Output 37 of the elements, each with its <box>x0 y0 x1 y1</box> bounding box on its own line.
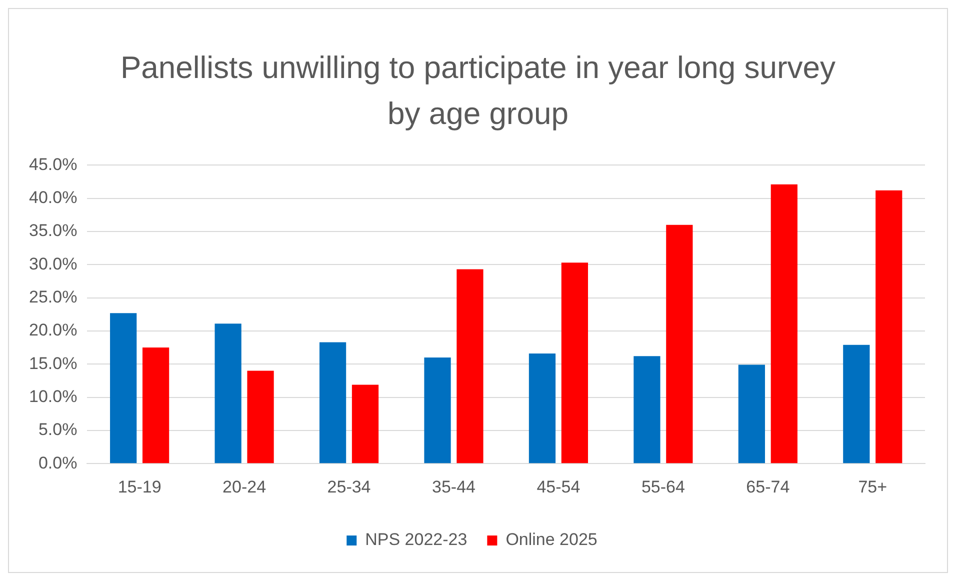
bar <box>561 262 588 464</box>
x-tick-label: 75+ <box>858 477 888 496</box>
y-tick-label: 20.0% <box>29 320 78 340</box>
x-tick-label: 20-24 <box>222 477 266 496</box>
x-tick-label: 25-34 <box>327 477 371 496</box>
legend-label: Online 2025 <box>506 530 598 550</box>
bar <box>247 370 274 464</box>
y-tick-label: 30.0% <box>29 254 78 274</box>
x-tick-label: 55-64 <box>641 477 685 496</box>
bar <box>319 342 346 464</box>
bar <box>843 344 870 464</box>
bar <box>214 324 242 464</box>
y-tick-label: 45.0% <box>29 154 78 174</box>
x-tick-label: 45-54 <box>536 477 580 496</box>
bar <box>770 184 798 464</box>
bar <box>666 224 693 464</box>
bar <box>738 364 765 464</box>
y-tick-label: 15.0% <box>29 354 78 373</box>
y-tick-label: 0.0% <box>38 453 78 472</box>
x-tick-label: 65-74 <box>746 477 790 496</box>
bar <box>110 313 137 464</box>
bar <box>142 348 170 464</box>
bar <box>634 356 660 464</box>
bar <box>456 269 484 464</box>
bar <box>876 190 902 464</box>
y-tick-label: 25.0% <box>29 288 78 307</box>
x-tick-label: 15-19 <box>118 477 162 496</box>
bar <box>352 384 379 464</box>
y-tick-label: 35.0% <box>29 221 78 240</box>
bar <box>424 358 451 464</box>
y-tick-label: 10.0% <box>29 386 78 406</box>
legend-label: NPS 2022-23 <box>365 530 468 550</box>
y-tick-label: 40.0% <box>29 188 78 208</box>
chart-title: Panellists unwilling to participate in year long survey by age group <box>119 49 837 133</box>
y-tick-label: 5.0% <box>38 420 78 440</box>
x-tick-label: 35-44 <box>432 477 476 496</box>
bar <box>528 354 556 464</box>
